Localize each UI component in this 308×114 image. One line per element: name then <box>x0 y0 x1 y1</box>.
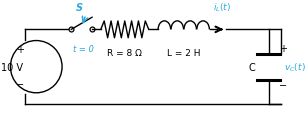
Text: $i_L(t)$: $i_L(t)$ <box>213 2 232 14</box>
Text: S: S <box>76 3 83 13</box>
Text: 10 V: 10 V <box>1 62 23 72</box>
Text: −: − <box>279 81 287 91</box>
Text: +: + <box>16 45 24 54</box>
Text: L = 2 H: L = 2 H <box>167 49 201 58</box>
Text: C: C <box>249 62 255 72</box>
Text: $v_C(t)$: $v_C(t)$ <box>284 61 306 73</box>
Text: t = 0: t = 0 <box>73 44 94 53</box>
Text: −: − <box>16 80 24 90</box>
Text: +: + <box>279 44 287 54</box>
Text: R = 8 Ω: R = 8 Ω <box>107 49 142 58</box>
